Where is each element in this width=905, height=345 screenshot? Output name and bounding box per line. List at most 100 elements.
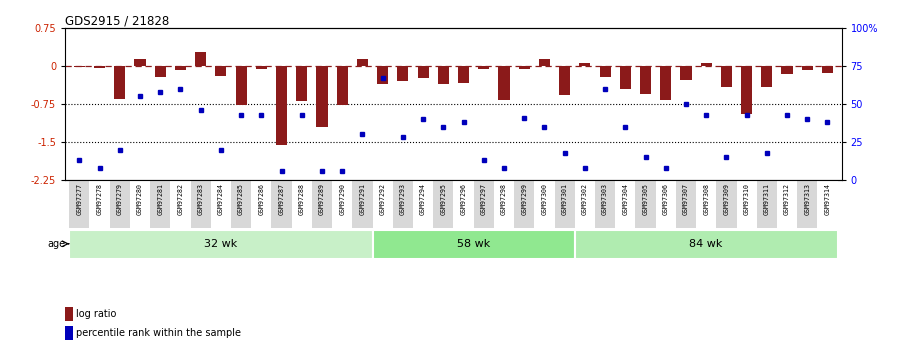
Text: GSM97284: GSM97284 [218,183,224,215]
Bar [413,180,433,228]
Text: GSM97298: GSM97298 [501,183,507,215]
Bar [332,180,352,228]
Bar [595,180,615,228]
Text: percentile rank within the sample: percentile rank within the sample [76,328,242,338]
Text: GSM97278: GSM97278 [97,183,102,215]
Bar [252,180,272,228]
Bar [69,230,373,259]
Bar [534,180,555,228]
Bar [797,180,817,228]
Text: GSM97300: GSM97300 [541,183,548,215]
Text: log ratio: log ratio [76,309,117,319]
Bar [65,307,73,321]
Text: GSM97299: GSM97299 [521,183,528,215]
Bar [256,66,267,69]
Bar [575,180,595,228]
Bar [433,180,453,228]
Text: GSM97310: GSM97310 [744,183,749,215]
Text: 58 wk: 58 wk [457,239,491,249]
Bar [599,66,611,77]
Bar [110,180,130,228]
Bar [660,66,672,100]
Text: GSM97285: GSM97285 [238,183,244,215]
Text: 32 wk: 32 wk [205,239,237,249]
Text: GSM97283: GSM97283 [197,183,204,215]
Bar [458,66,469,82]
Bar [235,66,247,105]
Text: GSM97309: GSM97309 [723,183,729,215]
Text: GSM97288: GSM97288 [299,183,305,215]
Bar [696,180,716,228]
Bar [761,66,772,87]
Text: GSM97279: GSM97279 [117,183,123,215]
Text: GSM97277: GSM97277 [76,183,82,215]
Bar [69,180,90,228]
Text: GSM97303: GSM97303 [602,183,608,215]
Bar [352,180,373,228]
Bar [817,180,838,228]
Bar [337,66,348,106]
Bar [155,66,166,77]
Text: GSM97312: GSM97312 [784,183,790,215]
Text: GSM97314: GSM97314 [824,183,831,215]
Text: GSM97307: GSM97307 [683,183,689,215]
Bar [291,180,312,228]
Bar [317,66,328,127]
Text: GSM97287: GSM97287 [279,183,284,215]
Bar [741,66,752,114]
Text: GSM97289: GSM97289 [319,183,325,215]
Text: GSM97292: GSM97292 [379,183,386,215]
Bar [757,180,777,228]
Bar [782,66,793,75]
Text: GSM97308: GSM97308 [703,183,710,215]
Bar [720,66,732,87]
Bar [615,180,635,228]
Text: GSM97313: GSM97313 [805,183,810,215]
Bar [640,66,651,94]
Bar [737,180,757,228]
Bar [700,63,711,66]
Bar [90,180,110,228]
Text: GSM97305: GSM97305 [643,183,649,215]
Bar [822,66,834,73]
Text: GSM97306: GSM97306 [662,183,669,215]
Bar [494,180,514,228]
Bar [373,180,393,228]
Bar [478,66,490,69]
Bar [555,180,575,228]
Text: GSM97282: GSM97282 [177,183,184,215]
Text: GSM97301: GSM97301 [562,183,567,215]
Bar [575,230,838,259]
Text: GSM97291: GSM97291 [359,183,366,215]
Bar [676,180,696,228]
Text: 84 wk: 84 wk [690,239,723,249]
Bar [655,180,676,228]
Bar [514,180,534,228]
Text: GSM97311: GSM97311 [764,183,770,215]
Bar [276,66,287,145]
Text: GSM97302: GSM97302 [582,183,588,215]
Bar [272,180,291,228]
Bar [681,66,691,80]
Bar [519,66,529,69]
Text: GSM97281: GSM97281 [157,183,163,215]
Bar [397,66,408,81]
Text: GSM97304: GSM97304 [623,183,628,215]
Text: GSM97294: GSM97294 [420,183,426,215]
Bar [130,180,150,228]
Bar [296,66,308,101]
Bar [65,326,73,339]
Text: GSM97280: GSM97280 [137,183,143,215]
Bar [114,66,125,99]
Bar [499,66,510,100]
Bar [170,180,191,228]
Bar [373,230,575,259]
Text: GDS2915 / 21828: GDS2915 / 21828 [65,14,169,28]
Bar [357,59,368,66]
Text: GSM97295: GSM97295 [441,183,446,215]
Bar [393,180,413,228]
Bar [135,59,146,66]
Bar [231,180,252,228]
Bar [195,51,206,66]
Bar [150,180,170,228]
